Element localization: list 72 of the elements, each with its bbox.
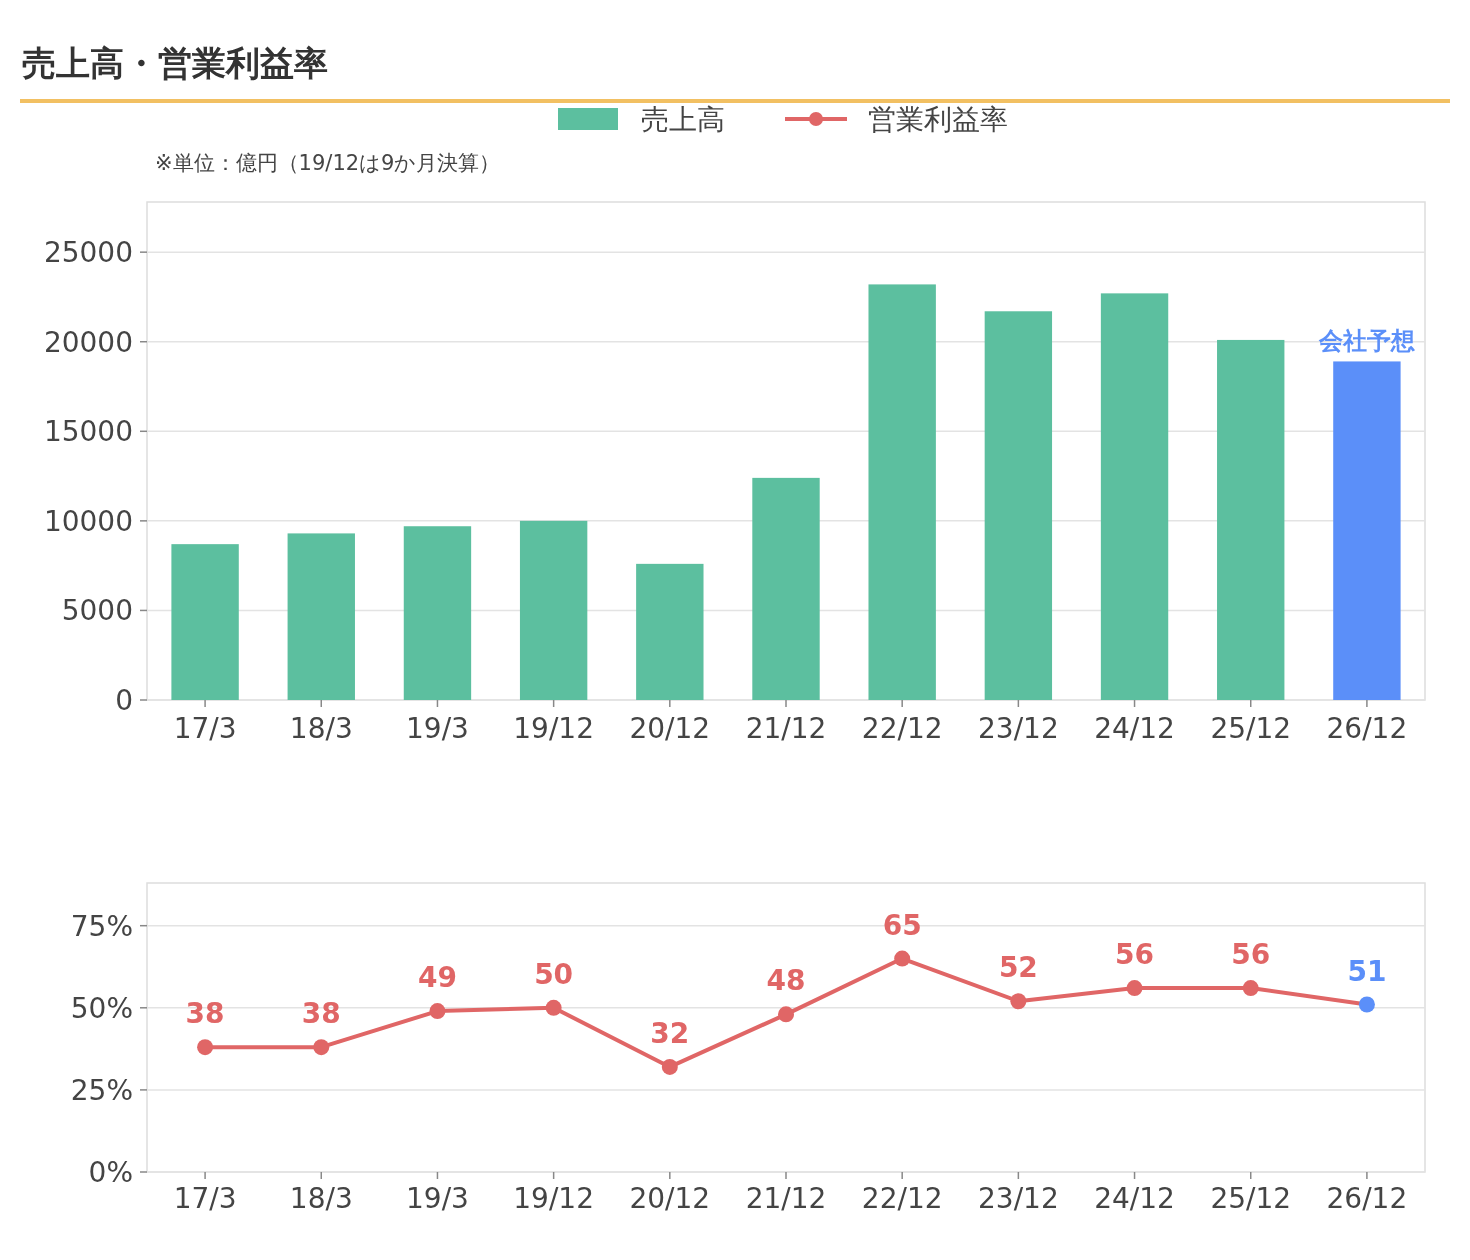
bar: [984, 311, 1053, 700]
data-label: 65: [882, 908, 922, 942]
x-tick-label: 24/12: [1094, 712, 1175, 745]
data-label: 38: [185, 997, 225, 1031]
point: [1010, 993, 1027, 1010]
data-label: 49: [417, 961, 457, 995]
x-tick-label: 23/12: [978, 712, 1059, 745]
bar: [171, 544, 239, 700]
y-tick-label: 15000: [43, 415, 133, 449]
x-tick-label: 21/12: [745, 1182, 827, 1215]
y-tick-label: 75%: [70, 909, 133, 943]
data-label: 56: [1231, 938, 1271, 972]
bar: [1333, 361, 1401, 700]
bar: [868, 284, 936, 700]
chart-subtitle: ※単位：億円（19/12は9か月決算）: [155, 151, 501, 175]
point: [894, 950, 911, 967]
x-tick-label: 23/12: [978, 1182, 1059, 1215]
data-label: 38: [301, 997, 341, 1031]
x-tick-label: 19/3: [406, 712, 469, 745]
data-label: 56: [1115, 938, 1155, 972]
x-tick-label: 18/3: [289, 1182, 353, 1215]
x-tick-label: 26/12: [1326, 712, 1408, 745]
point: [1242, 980, 1259, 997]
legend-label: 売上高: [641, 103, 725, 136]
x-tick-label: 20/12: [629, 1182, 711, 1215]
x-tick-label: 19/3: [406, 1182, 469, 1215]
y-tick-label: 0: [115, 684, 133, 717]
x-tick-label: 19/12: [513, 712, 594, 745]
x-tick-label: 24/12: [1094, 1182, 1175, 1215]
x-tick-label: 21/12: [745, 712, 827, 745]
legend: 営業利益率: [785, 103, 1008, 136]
point: [545, 999, 562, 1016]
y-tick-label: 25000: [43, 236, 133, 270]
annotation: 会社予想: [1317, 327, 1415, 356]
bar: [636, 563, 704, 700]
y-tick-label: 5000: [61, 594, 133, 628]
bar: [519, 520, 588, 700]
data-label: 32: [650, 1016, 690, 1050]
x-tick-label: 19/12: [513, 1182, 594, 1215]
point: [197, 1039, 214, 1056]
x-tick-label: 17/3: [173, 712, 237, 745]
point: [661, 1058, 678, 1075]
data-label: 50: [534, 957, 574, 991]
x-tick-label: 26/12: [1326, 1182, 1408, 1215]
x-tick-label: 25/12: [1210, 712, 1292, 745]
bar: [403, 526, 472, 700]
y-tick-label: 25%: [70, 1073, 133, 1107]
y-tick-label: 50%: [70, 991, 133, 1025]
chart-title: 売上高・営業利益率: [22, 43, 328, 83]
x-tick-label: 22/12: [861, 712, 943, 745]
point: [429, 1003, 446, 1020]
y-tick-label: 10000: [43, 504, 133, 538]
point: [313, 1039, 330, 1056]
point: [778, 1006, 794, 1023]
data-label: 48: [766, 964, 806, 998]
x-tick-label: 25/12: [1210, 1182, 1292, 1215]
data-label: 52: [998, 951, 1038, 985]
legend-label: 営業利益率: [868, 103, 1008, 136]
x-tick-label: 17/3: [173, 1182, 237, 1215]
point: [1358, 996, 1375, 1013]
y-tick-label: 0%: [88, 1156, 133, 1189]
x-tick-label: 22/12: [861, 1182, 943, 1215]
data-label: 51: [1347, 954, 1387, 988]
x-tick-label: 18/3: [289, 712, 353, 745]
bar: [287, 533, 355, 700]
bar: [1100, 293, 1169, 700]
y-tick-label: 20000: [43, 325, 133, 359]
point: [1126, 980, 1143, 997]
legend: 売上高: [558, 103, 725, 136]
bar: [1217, 339, 1285, 700]
bar: [752, 477, 820, 700]
x-tick-label: 20/12: [629, 712, 711, 745]
